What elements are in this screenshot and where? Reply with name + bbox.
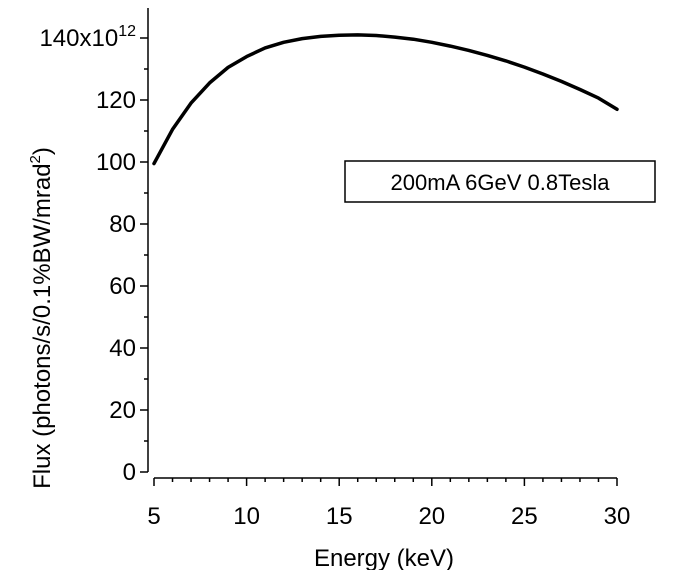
y-tick-label: 40: [109, 335, 136, 362]
x-tick-label: 5: [147, 503, 160, 530]
annotation: 200mA 6GeV 0.8Tesla: [344, 160, 656, 203]
y-tick-top-mantissa: 140x10: [39, 25, 118, 52]
y-axis-title: Flux (photons/s/0.1%BW/mrad2): [27, 147, 56, 489]
y-tick-label: 20: [109, 397, 136, 424]
y-tick-label: 60: [109, 273, 136, 300]
y-axis-title-close: ): [29, 147, 56, 155]
x-tick-label: 25: [511, 503, 538, 530]
x-axis: 5 10 15 20 25 30: [147, 477, 631, 530]
y-tick-label-top: 140x1012: [39, 23, 136, 52]
x-tick-label: 30: [604, 503, 631, 530]
x-tick-label: 15: [326, 503, 353, 530]
y-tick-label: 120: [96, 87, 136, 114]
annotation-text: 200mA 6GeV 0.8Tesla: [391, 170, 611, 195]
y-axis: 0 20 40 60 80 100 120 140x1012: [39, 8, 149, 486]
x-tick-label: 20: [418, 503, 445, 530]
x-tick-label: 10: [233, 503, 260, 530]
plot-area: [152, 33, 619, 166]
series-line-0: [152, 33, 619, 166]
y-tick-label: 0: [123, 459, 136, 486]
annotation-box: [344, 160, 656, 203]
y-axis-title-sup: 2: [27, 155, 44, 163]
y-axis-title-main: Flux (photons/s/0.1%BW/mrad: [29, 163, 56, 488]
y-tick-label: 80: [109, 211, 136, 238]
y-tick-label: 100: [96, 149, 136, 176]
y-tick-top-exponent: 12: [118, 23, 136, 40]
x-axis-title: Energy (keV): [314, 545, 454, 570]
